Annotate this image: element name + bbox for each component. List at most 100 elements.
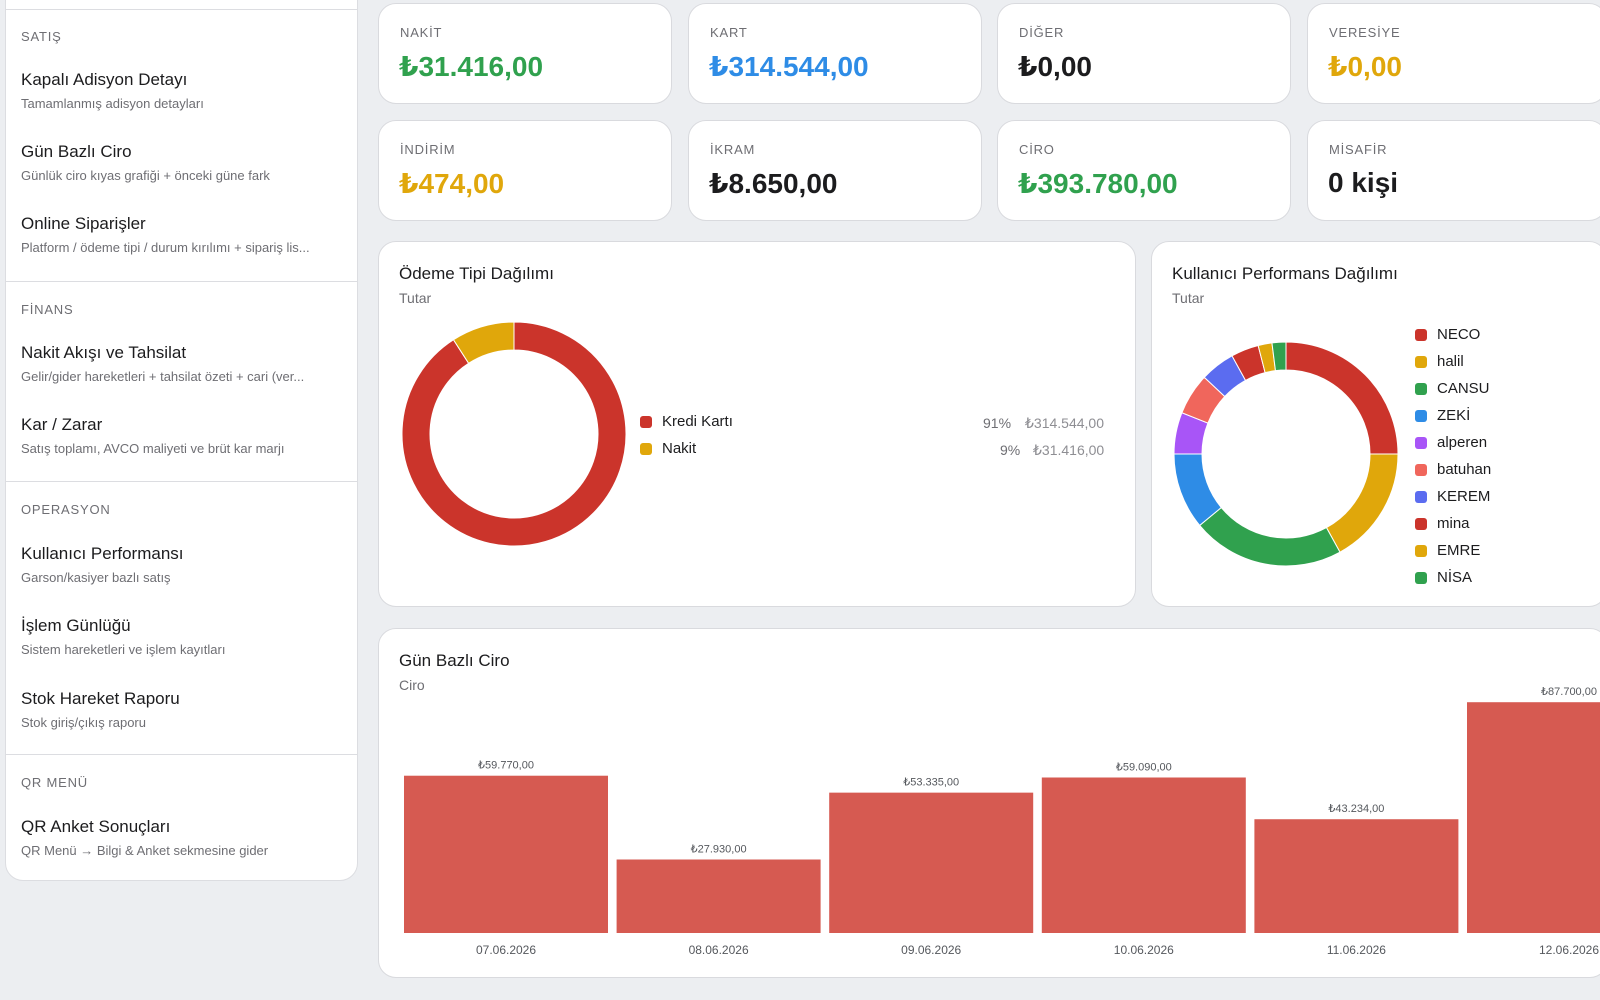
sidebar-item-nakit-akisi[interactable]: Nakit Akışı ve Tahsilat Gelir/gider hare…	[21, 342, 345, 385]
stat-card-kart: KART ₺314.544,00	[688, 3, 982, 104]
stat-value: 0 kişi	[1328, 167, 1399, 198]
sidebar-item-title: Kar / Zarar	[21, 415, 103, 434]
sidebar-section-title: SATIŞ	[21, 29, 62, 44]
donut-slice-cansu[interactable]	[1198, 506, 1341, 567]
sidebar-item-desc: Stok giriş/çıkış raporu	[21, 715, 146, 730]
legend-label: Kredi Kartı	[662, 413, 733, 430]
sidebar-item-desc: Gelir/gider hareketleri + tahsilat özeti…	[21, 369, 305, 384]
legend-swatch	[1415, 463, 1427, 476]
stat-value: ₺8.650,00	[709, 168, 838, 199]
bar-07.06.2026[interactable]	[404, 775, 608, 933]
sidebar-item-desc: Platform / ödeme tipi / durum kırılımı +…	[21, 240, 310, 255]
stat-label: MİSAFİR	[1329, 142, 1388, 157]
legend-item-kerem[interactable]: KEREM	[1415, 488, 1490, 505]
legend-amount: ₺31.416,00	[1033, 442, 1105, 458]
legend-item-neco[interactable]: NECO	[1415, 326, 1480, 343]
sidebar-item-qr-anket[interactable]: QR Anket Sonuçları QR Menü → Bilgi & Ank…	[21, 816, 345, 859]
donut-slice-halil[interactable]	[1325, 453, 1399, 553]
stat-value: ₺0,00	[1328, 51, 1402, 82]
legend-label: KEREM	[1437, 488, 1491, 505]
sidebar-item-gun-bazli-ciro[interactable]: Gün Bazlı Ciro Günlük ciro kıyas grafiği…	[21, 141, 345, 184]
x-tick-label: 12.06.2026	[1539, 943, 1599, 957]
stat-value: ₺314.544,00	[709, 51, 869, 82]
sidebar-item-title: Kapalı Adisyon Detayı	[21, 70, 188, 89]
sidebar-item-title: Nakit Akışı ve Tahsilat	[21, 343, 187, 362]
legend-percent: 91%	[983, 415, 1012, 431]
bar-value-label: ₺53.335,00	[903, 777, 959, 789]
sidebar-item-stok-hareket[interactable]: Stok Hareket Raporu Stok giriş/çıkış rap…	[21, 688, 345, 731]
stat-card-veresiye: VERESİYE ₺0,00	[1307, 3, 1600, 104]
stat-label: DİĞER	[1019, 25, 1065, 40]
legend-label: mina	[1437, 515, 1470, 532]
legend-swatch	[1415, 382, 1427, 395]
legend-label: halil	[1437, 353, 1464, 370]
panel-title: Ödeme Tipi Dağılımı	[399, 264, 554, 283]
sidebar-item-kapali-adisyon[interactable]: Kapalı Adisyon Detayı Tamamlanmış adisyo…	[21, 69, 345, 112]
stat-card-nakit: NAKİT ₺31.416,00	[378, 3, 672, 104]
stat-label: KART	[710, 25, 748, 40]
legend-item-cansu[interactable]: CANSU	[1415, 380, 1490, 397]
bar-value-label: ₺43.234,00	[1328, 803, 1384, 815]
sidebar-item-title: QR Anket Sonuçları	[21, 817, 171, 836]
bar-09.06.2026[interactable]	[829, 792, 1034, 933]
legend-label: NECO	[1437, 326, 1481, 343]
donut-slice-nakit[interactable]	[452, 321, 515, 364]
stat-value: ₺393.780,00	[1018, 168, 1178, 199]
legend-label: ZEKİ	[1437, 407, 1471, 424]
bar-10.06.2026[interactable]	[1041, 777, 1246, 934]
legend-swatch	[1415, 355, 1427, 368]
stat-card-indirim: İNDİRİM ₺474,00	[378, 120, 672, 221]
x-tick-label: 10.06.2026	[1114, 943, 1174, 957]
sidebar-section-title: FİNANS	[21, 302, 74, 317]
sidebar-item-title: İşlem Günlüğü	[21, 616, 131, 635]
panel-subtitle: Ciro	[399, 677, 425, 693]
legend-item-emre[interactable]: EMRE	[1415, 542, 1480, 559]
sidebar-item-kullanici-performansi[interactable]: Kullanıcı Performansı Garson/kasiyer baz…	[21, 543, 345, 586]
sidebar-item-title: Stok Hareket Raporu	[21, 689, 180, 708]
sidebar-item-desc: Sistem hareketleri ve işlem kayıtları	[21, 642, 226, 657]
sidebar-item-islem-gunlugu[interactable]: İşlem Günlüğü Sistem hareketleri ve işle…	[21, 615, 345, 658]
sidebar-item-desc: Garson/kasiyer bazlı satış	[21, 570, 171, 585]
bar-08.06.2026[interactable]	[616, 859, 821, 934]
user-performance-panel: Kullanıcı Performans Dağılımı Tutar NECO…	[1151, 241, 1600, 607]
bar-12.06.2026[interactable]	[1467, 702, 1600, 933]
stat-label: NAKİT	[400, 25, 443, 40]
legend-swatch	[1415, 517, 1427, 530]
stat-card-ciro: CİRO ₺393.780,00	[997, 120, 1291, 221]
sidebar-section-title: QR MENÜ	[21, 775, 88, 790]
stat-card-diger: DİĞER ₺0,00	[997, 3, 1291, 104]
legend-item-batuhan[interactable]: batuhan	[1415, 461, 1491, 478]
stat-label: İKRAM	[710, 142, 756, 157]
panel-title: Kullanıcı Performans Dağılımı	[1172, 264, 1398, 283]
legend-swatch	[1415, 328, 1427, 341]
legend-item-ni̇sa[interactable]: NİSA	[1415, 569, 1472, 586]
sidebar-item-kar-zarar[interactable]: Kar / Zarar Satış toplamı, AVCO maliyeti…	[21, 414, 345, 457]
stat-label: İNDİRİM	[400, 142, 456, 157]
sidebar-item-title: Kullanıcı Performansı	[21, 544, 184, 563]
legend-label: CANSU	[1437, 380, 1490, 397]
sidebar-item-desc: Satış toplamı, AVCO maliyeti ve brüt kar…	[21, 441, 285, 456]
sidebar-divider	[6, 9, 357, 10]
legend-label: batuhan	[1437, 461, 1492, 478]
legend-item-mina[interactable]: mina	[1415, 515, 1470, 532]
legend-item-alperen[interactable]: alperen	[1415, 434, 1487, 451]
donut-slice-neco[interactable]	[1285, 341, 1399, 455]
legend-item-halil[interactable]: halil	[1415, 353, 1464, 370]
sidebar-item-desc: QR Menü → Bilgi & Anket sekmesine gider	[21, 843, 269, 858]
legend-item-zeki̇[interactable]: ZEKİ	[1415, 407, 1470, 424]
donut-slice-kredi-kartı[interactable]	[401, 321, 627, 547]
x-tick-label: 07.06.2026	[476, 943, 536, 957]
sidebar-item-desc: Tamamlanmış adisyon detayları	[21, 96, 204, 111]
bar-value-label: ₺87.700,00	[1541, 686, 1597, 698]
bar-11.06.2026[interactable]	[1254, 819, 1459, 933]
legend-item-nakit[interactable]: Nakit	[640, 440, 696, 457]
donut-slice-ni̇sa[interactable]	[1271, 341, 1287, 372]
legend-swatch	[1415, 436, 1427, 449]
sidebar-section-title: OPERASYON	[21, 502, 111, 517]
sidebar-item-online-siparisler[interactable]: Online Siparişler Platform / ödeme tipi …	[21, 213, 345, 256]
stat-label: VERESİYE	[1329, 25, 1401, 40]
sidebar-item-desc: Günlük ciro kıyas grafiği + önceki güne …	[21, 168, 270, 183]
legend-item-kredi-karti[interactable]: Kredi Kartı	[640, 413, 733, 430]
stat-value: ₺0,00	[1018, 51, 1092, 82]
sidebar-item-title: Online Siparişler	[21, 214, 146, 233]
